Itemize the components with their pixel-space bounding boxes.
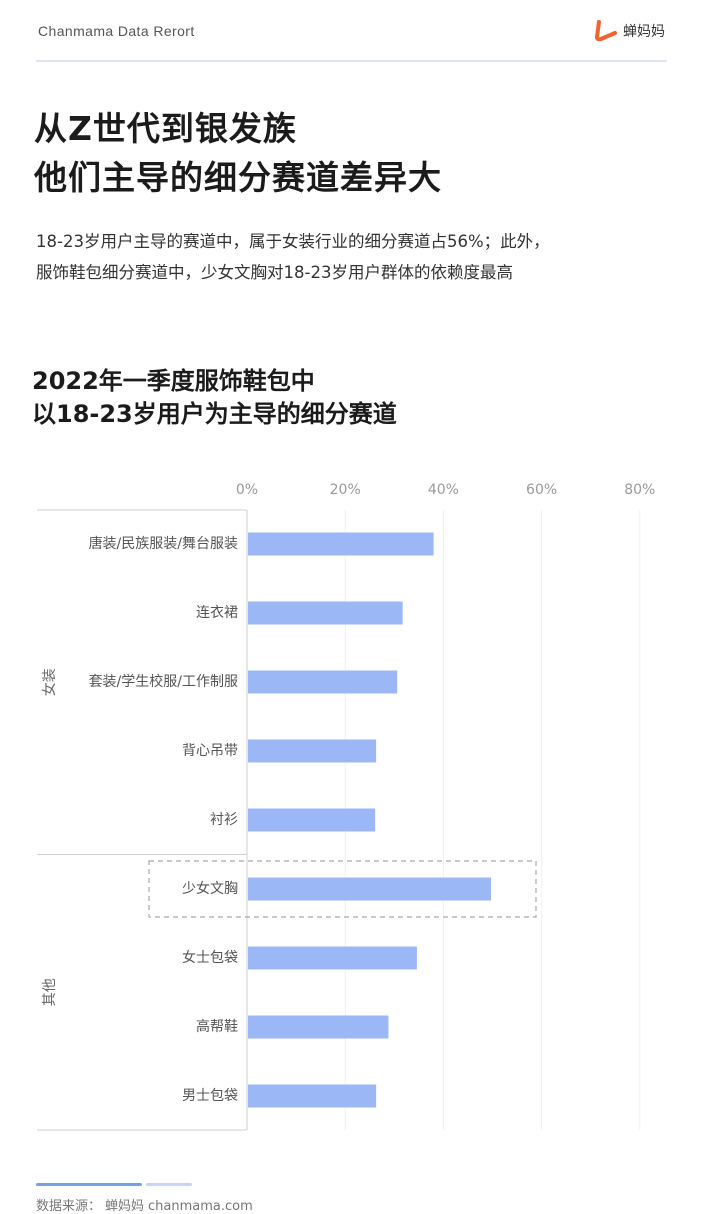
- category-label: 套装/学生校服/工作制服: [89, 673, 238, 690]
- x-tick-label: 0%: [236, 482, 258, 498]
- bar: [248, 877, 492, 901]
- chanmama-logo-icon: [595, 20, 617, 42]
- page-subtitle: 18-23岁用户主导的赛道中，属于女装行业的细分赛道占56%；此外， 服饰鞋包细…: [36, 226, 676, 288]
- x-tick-label: 20%: [330, 482, 361, 498]
- bar: [248, 808, 376, 832]
- bar: [248, 1015, 389, 1039]
- footer-accent-bar: [36, 1183, 142, 1186]
- category-label: 背心吊带: [182, 743, 238, 759]
- subtitle-line-2: 服饰鞋包细分赛道中，少女文胸对18-23岁用户群体的依赖度最高: [36, 263, 513, 282]
- chart-title-line-1: 2022年一季度服饰鞋包中: [32, 367, 315, 395]
- source-site: chanmama.com: [148, 1199, 253, 1214]
- category-label: 连衣裙: [196, 605, 238, 621]
- bar: [248, 739, 377, 763]
- category-label: 唐装/民族服装/舞台服装: [89, 535, 238, 552]
- subtitle-line-1: 18-23岁用户主导的赛道中，属于女装行业的细分赛道占56%；此外，: [36, 232, 550, 251]
- group-label: 女装: [41, 668, 58, 696]
- data-source: 数据来源： 蝉妈妈 chanmama.com: [36, 1195, 257, 1214]
- footer-accent-bar-light: [146, 1183, 192, 1186]
- page-headline: 从Z世代到银发族 他们主导的细分赛道差异大: [34, 104, 442, 202]
- category-label: 衬衫: [210, 812, 238, 828]
- category-label: 高帮鞋: [196, 1018, 238, 1035]
- header-divider: [36, 60, 667, 62]
- report-brand: Chanmama Data Rerort: [38, 23, 195, 39]
- category-label: 少女文胸: [182, 880, 238, 897]
- highlight-box: [148, 860, 537, 918]
- x-tick-label: 60%: [526, 482, 557, 498]
- x-tick-label: 80%: [624, 482, 655, 498]
- group-label: 其他: [42, 978, 58, 1006]
- chart-title: 2022年一季度服饰鞋包中 以18-23岁用户为主导的细分赛道: [32, 365, 397, 431]
- chart-title-line-2: 以18-23岁用户为主导的细分赛道: [32, 400, 397, 428]
- bar: [248, 601, 403, 625]
- headline-line-1: 从Z世代到银发族: [34, 109, 297, 148]
- bar: [248, 532, 434, 556]
- bar: [248, 670, 398, 694]
- brand-logo: 蝉妈妈: [594, 20, 665, 42]
- x-tick-label: 40%: [428, 482, 459, 498]
- category-label: 男士包袋: [182, 1088, 238, 1104]
- source-name: 蝉妈妈: [105, 1199, 145, 1214]
- category-label: 女士包袋: [182, 949, 238, 966]
- bar: [248, 1084, 377, 1108]
- bar: [248, 946, 417, 970]
- logo-text: 蝉妈妈: [623, 24, 665, 40]
- source-label: 数据来源：: [36, 1199, 102, 1214]
- headline-line-2: 他们主导的细分赛道差异大: [34, 158, 442, 197]
